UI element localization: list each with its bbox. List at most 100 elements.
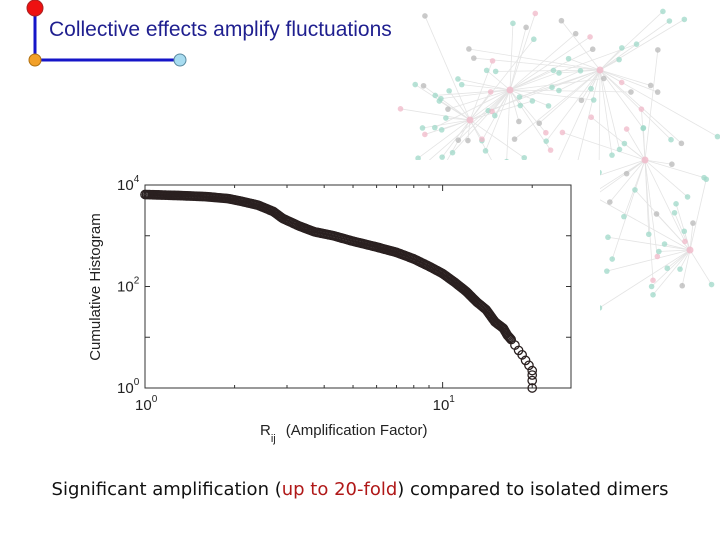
network-edge	[494, 89, 511, 116]
data-points	[140, 189, 538, 393]
network-hub-node	[596, 66, 604, 74]
x-tick-label-base: 10	[135, 397, 152, 414]
network-node	[449, 149, 456, 156]
network-node	[412, 81, 419, 88]
network-edge	[545, 69, 601, 142]
caption-text-end: ) compared to isolated dimers	[397, 479, 669, 500]
frame-node-blue	[173, 53, 187, 67]
data-point	[527, 365, 538, 376]
caption-highlight: up to 20-fold	[281, 479, 398, 500]
data-point	[527, 375, 538, 386]
network-node	[432, 124, 438, 131]
network-hub-node	[506, 86, 514, 94]
network-edge	[469, 38, 535, 121]
x-tick-label: 100	[135, 394, 158, 414]
network-node	[516, 94, 523, 100]
network-node	[577, 67, 584, 74]
y-tick-label-base: 10	[117, 177, 134, 194]
x-axis-label: Rij (Amplification Factor)	[260, 422, 427, 445]
network-edge	[590, 116, 646, 161]
network-node	[671, 209, 678, 216]
network-edge	[599, 69, 620, 150]
network-node	[458, 81, 465, 88]
network-node	[482, 148, 489, 154]
network-edge	[435, 89, 511, 96]
network-node	[616, 146, 623, 153]
network-node	[446, 88, 452, 94]
network-node	[660, 8, 666, 15]
network-node	[559, 129, 566, 136]
network-node	[604, 268, 610, 274]
network-edge	[626, 159, 646, 174]
network-node	[511, 136, 518, 142]
y-tick-label: 100	[117, 377, 140, 397]
network-node	[655, 47, 661, 53]
network-node	[666, 18, 673, 24]
network-edge	[400, 108, 471, 121]
network-edge	[423, 85, 471, 121]
network-node	[523, 24, 529, 31]
network-edge	[689, 249, 712, 285]
network-edge	[679, 249, 691, 270]
network-node	[543, 129, 549, 136]
network-edge	[558, 69, 601, 91]
frame-node-red	[26, 0, 44, 17]
network-node	[607, 199, 613, 205]
network-hub-node	[641, 156, 649, 164]
network-node	[638, 106, 645, 112]
network-edge	[598, 69, 601, 173]
y-axis-label: Cumulative Histogram	[87, 213, 104, 361]
y-tick-label-exponent: 0	[134, 377, 140, 388]
network-edge	[599, 59, 620, 71]
network-node	[532, 10, 539, 17]
network-edge	[447, 89, 511, 110]
network-node	[547, 147, 554, 153]
network-edge	[509, 89, 631, 93]
network-node	[415, 155, 421, 162]
network-node	[708, 281, 715, 288]
x-tick-label-exponent: 1	[449, 394, 455, 405]
network-node	[521, 154, 528, 161]
network-node	[517, 102, 524, 109]
network-edge	[644, 159, 658, 257]
network-node	[543, 138, 550, 144]
network-edge	[658, 249, 691, 252]
network-edge	[441, 119, 471, 131]
network-edge	[599, 69, 613, 156]
network-node	[653, 211, 660, 217]
network-node	[483, 67, 490, 74]
network-node	[397, 106, 404, 112]
data-point	[504, 332, 515, 343]
network-edge	[575, 69, 601, 171]
network-node	[628, 89, 634, 95]
network-edge	[561, 20, 601, 71]
network-node	[669, 161, 675, 168]
network-edge	[509, 27, 527, 91]
network-node	[650, 291, 656, 298]
network-node	[616, 56, 622, 63]
network-edge	[468, 48, 601, 71]
y-tick-label: 104	[117, 174, 140, 194]
network-edge	[422, 119, 471, 129]
network-edge	[599, 69, 651, 86]
network-node	[479, 136, 485, 143]
network-edge	[458, 89, 511, 141]
x-axis-label-main: R	[260, 422, 271, 439]
network-node	[650, 277, 656, 284]
network-edge	[439, 100, 471, 121]
network-node	[684, 194, 691, 200]
network-node	[455, 76, 461, 82]
network-node	[605, 234, 611, 241]
network-node	[492, 112, 498, 119]
network-node	[618, 79, 625, 86]
network-node	[529, 98, 536, 104]
network-edge	[506, 89, 511, 162]
network-node	[609, 256, 616, 262]
data-point	[524, 360, 534, 371]
network-node	[432, 92, 439, 99]
network-node	[589, 46, 596, 53]
y-tick-label-base: 10	[117, 380, 134, 397]
network-edge	[509, 33, 576, 91]
network-node	[682, 238, 688, 245]
